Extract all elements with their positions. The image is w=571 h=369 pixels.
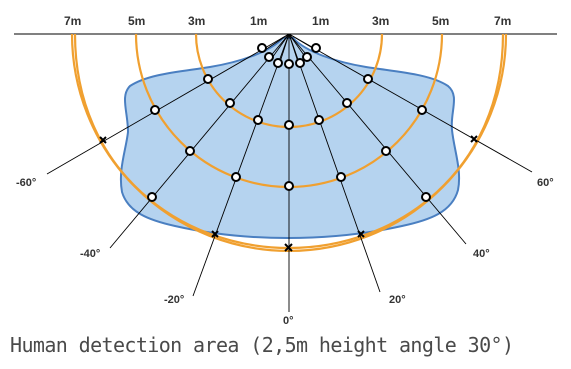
point <box>311 43 321 53</box>
point <box>342 98 352 108</box>
point <box>203 74 213 84</box>
angle-label-pos40: 40° <box>473 248 490 260</box>
angle-label-neg20: -20° <box>164 294 184 306</box>
distance-label: 1m <box>250 14 267 28</box>
cross-marker <box>357 230 365 238</box>
distance-label: 7m <box>494 14 511 28</box>
angle-label-neg40: -40° <box>80 248 100 260</box>
distance-label: 5m <box>128 14 145 28</box>
distance-label: 3m <box>188 14 205 28</box>
point <box>150 105 160 115</box>
point <box>421 192 431 202</box>
point <box>336 172 346 182</box>
point <box>273 58 283 68</box>
detection-area <box>119 37 461 240</box>
detection-diagram: 7m 5m 3m 1m 1m 3m 5m 7m -60° -40° -20° 0… <box>14 14 557 327</box>
cross-marker <box>470 135 478 143</box>
angle-label-pos20: 20° <box>389 294 406 306</box>
point <box>185 146 195 156</box>
diagram-caption: Human detection area (2,5m height angle … <box>10 333 514 357</box>
point <box>284 59 294 69</box>
angle-rays <box>46 33 533 312</box>
point <box>253 115 263 125</box>
point <box>231 172 241 182</box>
detection-points <box>147 43 431 202</box>
point <box>302 52 312 62</box>
distance-label: 3m <box>372 14 389 28</box>
distance-label: 5m <box>432 14 449 28</box>
cross-marker <box>284 243 293 252</box>
cross-marker <box>99 136 107 144</box>
point <box>257 43 267 53</box>
point <box>295 58 305 68</box>
point <box>264 52 274 62</box>
point <box>381 146 391 156</box>
angle-label-neg60: -60° <box>16 177 36 189</box>
cross-markers <box>99 135 478 252</box>
distance-label: 7m <box>64 14 81 28</box>
cross-marker <box>211 230 219 238</box>
point <box>284 120 294 130</box>
angle-label-zero: 0° <box>283 315 294 327</box>
point <box>417 105 427 115</box>
distance-label: 1m <box>312 14 329 28</box>
point <box>314 115 324 125</box>
point <box>147 192 157 202</box>
point <box>284 181 294 191</box>
point <box>363 74 373 84</box>
point <box>225 98 235 108</box>
angle-label-pos60: 60° <box>537 177 554 189</box>
